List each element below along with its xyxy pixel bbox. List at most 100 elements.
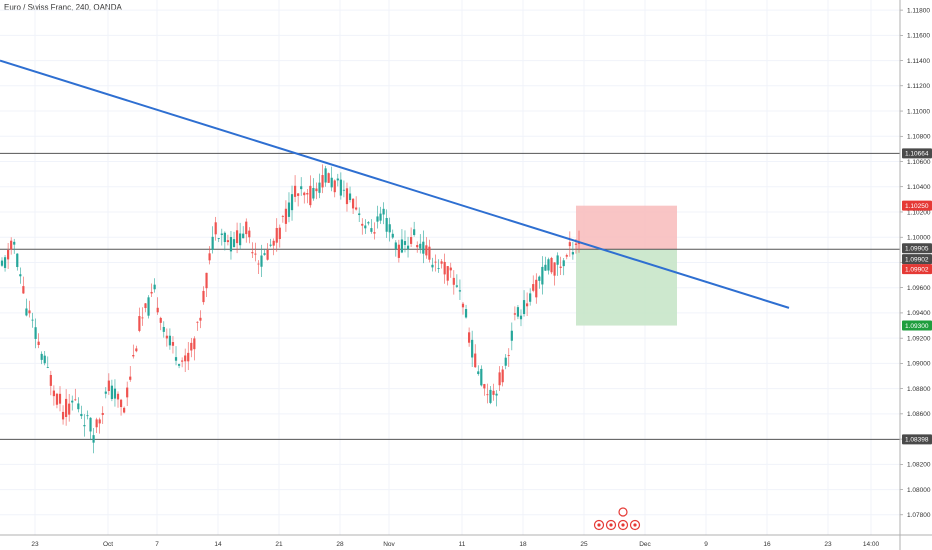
y-tick-label: 1.11400 (907, 58, 930, 65)
candle-body (452, 277, 455, 285)
price-label-text: 1.10250 (905, 203, 929, 210)
candle-body (95, 419, 98, 428)
x-tick-label: Oct (103, 541, 113, 548)
candle-body (382, 208, 385, 215)
candle-body (529, 293, 532, 302)
candle-body (235, 230, 239, 244)
x-tick-label: 23 (824, 541, 832, 548)
candle-body (68, 403, 71, 415)
candle-body (495, 393, 498, 396)
y-tick-label: 1.08600 (907, 411, 931, 418)
candle-body (333, 180, 336, 193)
candle-body (187, 352, 190, 362)
descending-trendline (0, 59, 790, 309)
event-dot (633, 523, 637, 527)
candle-body (565, 255, 568, 257)
candle-body (28, 310, 31, 314)
candle-body (119, 399, 123, 408)
candle-body (535, 279, 538, 298)
candle-body (226, 240, 230, 243)
candle-body (116, 393, 120, 400)
candle-body (43, 355, 46, 364)
candle-body (132, 355, 135, 357)
candle-body (364, 225, 367, 229)
candle-body (513, 313, 516, 315)
price-label-text: 1.09905 (905, 246, 929, 253)
y-tick-label: 1.08200 (907, 462, 931, 469)
candle-body (281, 216, 284, 217)
x-tick-label: 14 (214, 541, 222, 548)
candle-body (34, 327, 37, 339)
candle-body (196, 321, 199, 323)
candle-body (156, 307, 159, 313)
candle-body (0, 260, 4, 266)
candle-body (61, 411, 65, 420)
candle-body (83, 425, 86, 427)
position-zones (576, 205, 677, 326)
candle-body (422, 241, 425, 254)
y-tick-label: 1.07800 (907, 512, 931, 519)
candle-body (293, 185, 297, 197)
y-tick-label: 1.08800 (907, 386, 931, 393)
candle-body (406, 245, 410, 250)
candle-body (547, 259, 550, 271)
price-label-box (902, 254, 932, 265)
x-tick-label: Dec (639, 541, 651, 548)
candle-body (269, 244, 272, 246)
x-tick-label: 21 (275, 541, 283, 548)
candle-body (428, 246, 431, 260)
price-label-text: 1.09902 (905, 266, 929, 273)
event-icons[interactable] (593, 507, 641, 531)
candle-body (336, 178, 339, 181)
candle-body (254, 253, 257, 255)
candle-body (541, 266, 544, 285)
y-tick-label: 1.09400 (907, 310, 931, 317)
price-label-box (902, 148, 932, 159)
candle-body (126, 387, 129, 398)
candle-body (49, 374, 52, 386)
candle-body (400, 239, 404, 253)
candle-body (208, 253, 211, 261)
candle-body (257, 263, 260, 265)
candle-body (251, 252, 254, 254)
candle-body (181, 360, 184, 362)
y-tick-label: 1.11200 (907, 83, 930, 90)
candle-body (431, 264, 434, 268)
event-icon-upper (618, 507, 628, 517)
candle-body (266, 249, 269, 260)
trendline[interactable] (0, 59, 790, 309)
price-label-text: 1.08398 (905, 437, 929, 444)
candle-body (556, 255, 559, 265)
candle-body (345, 188, 349, 205)
candle-body (544, 264, 547, 271)
candle-body (532, 284, 535, 291)
candle-body (74, 399, 77, 401)
x-tick-label: 16 (763, 541, 771, 548)
candle-body (162, 326, 165, 332)
candle-body (324, 168, 327, 183)
candle-body (202, 290, 205, 303)
candle-body (553, 262, 556, 276)
y-tick-label: 1.10200 (907, 209, 931, 216)
candle-body (104, 391, 107, 394)
candle-body (409, 237, 413, 244)
candle-body (199, 317, 202, 321)
candle-body (376, 216, 379, 222)
candle-body (86, 415, 89, 417)
candle-body (190, 342, 193, 351)
x-tick-label: 23 (31, 541, 39, 548)
candle-body (477, 371, 480, 375)
candle-body (193, 338, 196, 350)
x-tick-label: 7 (155, 541, 159, 548)
y-tick-label: 1.11000 (907, 108, 930, 115)
candle-body (153, 284, 156, 290)
candle-body (214, 222, 217, 235)
candle-body (474, 353, 477, 368)
candle-body (184, 355, 187, 362)
candle-body (150, 291, 153, 294)
candle-body (516, 307, 520, 317)
candle-body (113, 388, 117, 399)
event-dot (621, 523, 625, 527)
y-tick-label: 1.09000 (907, 361, 931, 368)
